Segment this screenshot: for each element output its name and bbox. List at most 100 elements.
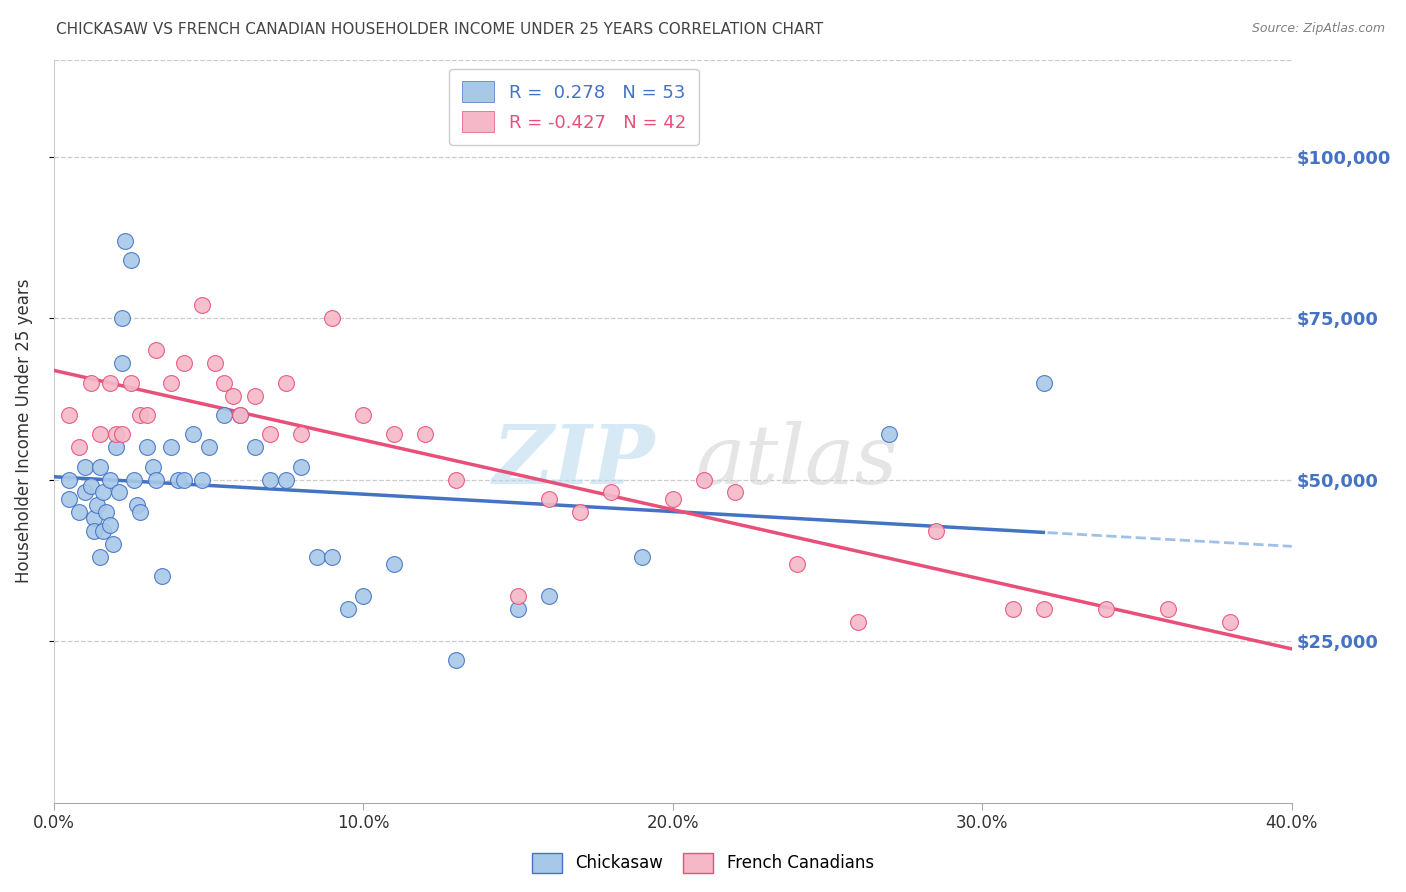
Point [413,427,436,442]
Point [204,356,226,370]
Point [662,491,685,506]
Point [83,524,105,539]
Point [212,376,235,390]
Point [96,505,118,519]
Point [89,427,111,442]
Point [142,459,165,474]
Point [73,485,96,500]
Point [321,550,343,565]
Point [111,356,134,370]
Point [444,653,467,667]
Point [352,589,374,603]
Point [786,557,808,571]
Point [228,408,250,422]
Point [127,499,149,513]
Point [568,505,591,519]
Point [1219,615,1241,629]
Point [290,459,312,474]
Point [104,440,127,454]
Point [879,427,901,442]
Point [173,473,195,487]
Point [631,550,654,565]
Point [145,473,167,487]
Point [111,311,134,326]
Point [58,473,80,487]
Point [274,473,297,487]
Point [305,550,328,565]
Point [382,427,405,442]
Text: ZIP: ZIP [492,421,655,500]
Point [98,376,121,390]
Point [145,343,167,358]
Point [336,601,359,615]
Point [321,311,343,326]
Point [274,376,297,390]
Point [222,388,245,402]
Point [506,589,529,603]
Point [1033,601,1056,615]
Point [537,491,560,506]
Point [135,440,157,454]
Point [599,485,621,500]
Point [58,491,80,506]
Point [89,459,111,474]
Point [166,473,188,487]
Legend: Chickasaw, French Canadians: Chickasaw, French Canadians [526,847,880,880]
Point [243,440,266,454]
Point [228,408,250,422]
Point [1095,601,1118,615]
Point [1002,601,1025,615]
Point [173,356,195,370]
Point [506,601,529,615]
Point [129,408,152,422]
Point [1033,376,1056,390]
Point [181,427,204,442]
Point [444,473,467,487]
Point [191,298,214,312]
Point [80,376,103,390]
Point [197,440,219,454]
Point [93,524,115,539]
Point [129,505,152,519]
Point [120,376,142,390]
Point [724,485,747,500]
Point [135,408,157,422]
Point [98,473,121,487]
Point [114,234,136,248]
Text: Source: ZipAtlas.com: Source: ZipAtlas.com [1251,22,1385,36]
Point [104,427,127,442]
Point [925,524,948,539]
Point [86,499,108,513]
Point [93,485,115,500]
Point [111,427,134,442]
Text: CHICKASAW VS FRENCH CANADIAN HOUSEHOLDER INCOME UNDER 25 YEARS CORRELATION CHART: CHICKASAW VS FRENCH CANADIAN HOUSEHOLDER… [56,22,824,37]
Point [848,615,870,629]
Point [73,459,96,474]
Point [124,473,146,487]
Point [83,511,105,525]
Point [67,505,90,519]
Point [150,569,173,583]
Point [67,440,90,454]
Point [160,376,183,390]
Point [191,473,214,487]
Point [89,550,111,565]
Point [120,252,142,267]
Point [1157,601,1180,615]
Point [160,440,183,454]
Point [259,427,281,442]
Point [58,408,80,422]
Point [693,473,716,487]
Point [108,485,131,500]
Point [382,557,405,571]
Point [352,408,374,422]
Point [537,589,560,603]
Y-axis label: Householder Income Under 25 years: Householder Income Under 25 years [15,279,32,583]
Point [101,537,124,551]
Legend: R =  0.278   N = 53, R = -0.427   N = 42: R = 0.278 N = 53, R = -0.427 N = 42 [449,69,699,145]
Point [98,517,121,532]
Point [243,388,266,402]
Point [259,473,281,487]
Point [80,479,103,493]
Text: atlas: atlas [696,421,898,500]
